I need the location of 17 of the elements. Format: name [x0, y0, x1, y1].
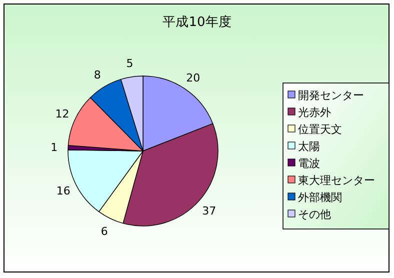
legend-label: 光赤外 — [298, 106, 331, 119]
legend-label: 電波 — [298, 156, 320, 170]
data-label: 12 — [55, 107, 70, 120]
legend-label: 外部機関 — [298, 190, 342, 204]
data-label: 5 — [126, 56, 134, 70]
data-label: 37 — [202, 204, 216, 218]
legend-label: 開発センター — [298, 88, 364, 102]
data-label: 6 — [100, 225, 108, 238]
data-label: 16 — [56, 184, 70, 198]
legend-label: 太陽 — [298, 140, 320, 153]
legend-label: 東大理センター — [298, 174, 375, 187]
data-label: 8 — [94, 68, 101, 82]
legend-label: 位置天文 — [298, 122, 342, 136]
chart-title: 平成10年度 — [162, 14, 232, 30]
data-label: 20 — [186, 71, 200, 84]
data-label: 1 — [50, 140, 58, 154]
legend-label: その他 — [298, 208, 331, 221]
